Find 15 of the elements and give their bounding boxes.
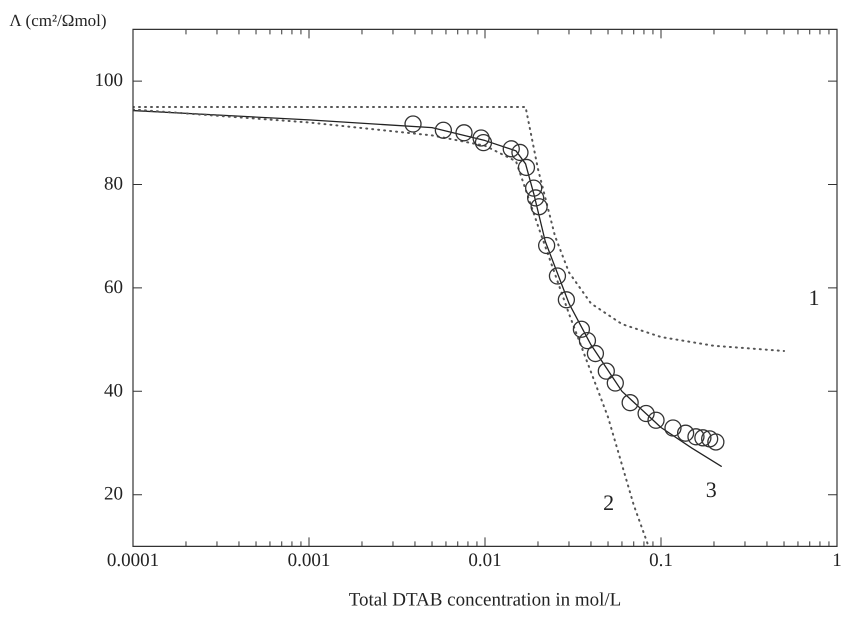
y-tick-label: 20 [104,484,123,505]
x-tick-label: 1 [832,550,842,571]
y-tick-label: 40 [104,380,123,402]
x-axis-title: Total DTAB concentration in mol/L [348,590,622,611]
x-tick-label: 0.001 [288,550,330,571]
y-axis-title: Λ (cm²/Ωmol) [8,10,108,32]
series-label: 3 [706,477,717,502]
x-tick-label: 0.01 [468,550,502,571]
x-tick-label: 0.0001 [106,550,160,571]
series-label: 2 [603,490,614,516]
y-tick-label: 80 [104,173,123,194]
y-tick-label: 100 [94,70,123,92]
x-tick-label: 0.1 [649,550,673,571]
y-tick-label: 60 [104,276,123,298]
text: 1 [808,284,820,310]
